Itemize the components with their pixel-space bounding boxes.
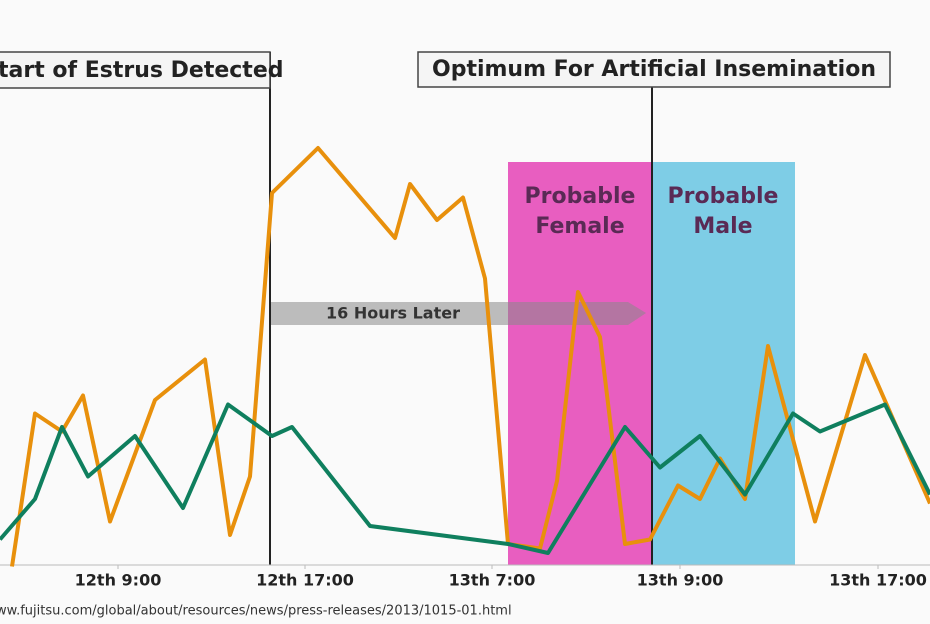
- region-label: Probable: [525, 184, 636, 209]
- x-tick-label: 13th 7:00: [449, 571, 536, 590]
- annotation-text: Optimum For Artificial Insemination: [432, 57, 876, 82]
- arrow: [270, 302, 646, 325]
- region-label: Probable: [668, 184, 779, 209]
- region-label: Male: [693, 214, 752, 239]
- annotation-box: [0, 51, 271, 89]
- x-tick-label: 13th 9:00: [637, 571, 724, 590]
- x-tick-label: 12th 17:00: [256, 571, 354, 590]
- plot: [0, 146, 930, 567]
- source: ww.fujitsu.com/global/about/resources/ne…: [0, 604, 512, 619]
- x-tick-label: 12th 9:00: [75, 571, 162, 590]
- arrow-label: 16 Hours Later: [326, 304, 460, 323]
- x-tick-label: 13th 17:00: [829, 571, 927, 590]
- region-label: Female: [535, 214, 624, 239]
- line: [0, 402, 930, 555]
- annotation-box: [417, 51, 891, 88]
- line: [10, 146, 930, 567]
- annotation-text: tart of Estrus Detected: [0, 58, 283, 83]
